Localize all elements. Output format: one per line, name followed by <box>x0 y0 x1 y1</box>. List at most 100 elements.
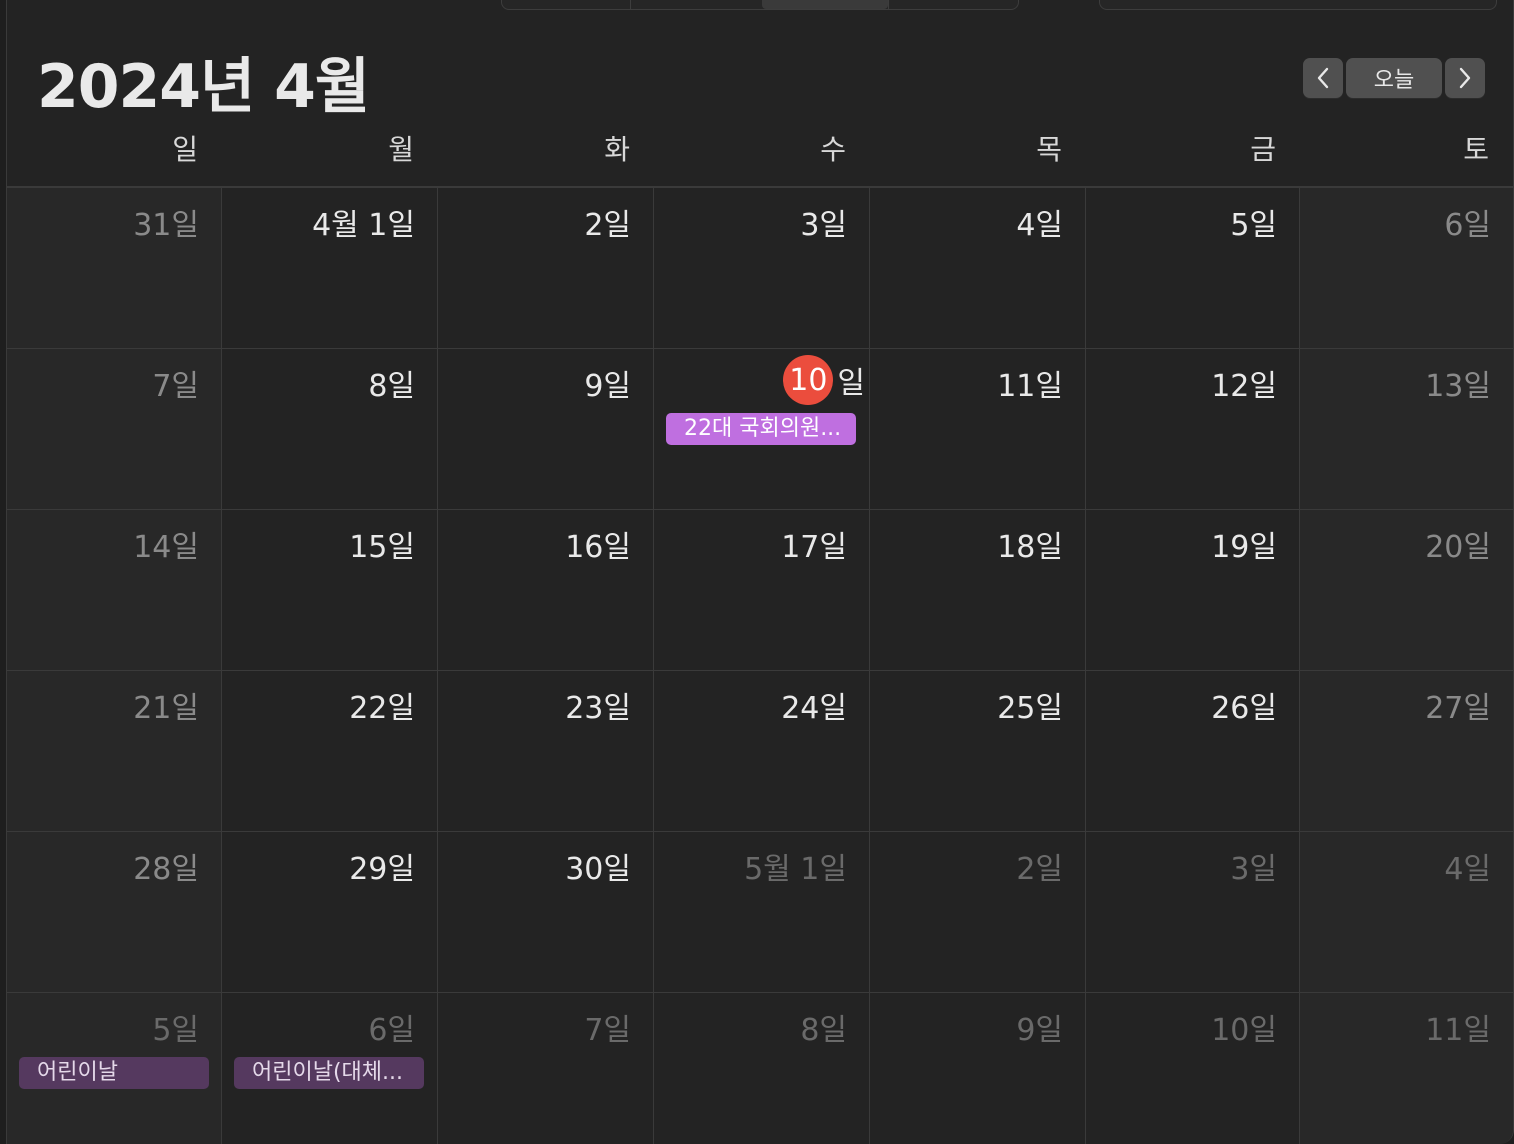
day-cell[interactable]: 23일 <box>438 671 654 831</box>
view-segmented-control[interactable] <box>501 0 1019 10</box>
day-cell[interactable]: 22일 <box>222 671 438 831</box>
calendar-event[interactable]: 어린이날(대체... <box>234 1057 424 1089</box>
day-number: 18일 <box>997 530 1063 565</box>
day-number: 4일 <box>1444 852 1491 887</box>
day-cell[interactable]: 29일 <box>222 832 438 992</box>
day-number: 27일 <box>1425 691 1491 726</box>
day-number: 9일 <box>1016 1013 1063 1048</box>
calendar-event[interactable]: 22대 국회의원... <box>666 413 856 445</box>
day-number: 23일 <box>565 691 631 726</box>
day-number: 3일 <box>800 208 847 243</box>
day-number: 21일 <box>133 691 199 726</box>
day-cell[interactable]: 2일 <box>870 832 1086 992</box>
segment-month-active[interactable] <box>762 0 888 9</box>
chevron-right-icon <box>1459 67 1471 89</box>
day-cell[interactable]: 30일 <box>438 832 654 992</box>
month-navigation: 오늘 <box>1303 58 1485 98</box>
day-number: 12일 <box>1211 369 1277 404</box>
weekday-label: 수 <box>820 133 846 166</box>
chevron-left-icon <box>1317 67 1329 89</box>
week-row: 14일 15일 16일 17일 18일 19일 20일 <box>7 510 1513 671</box>
today-indicator: 10 <box>783 355 834 405</box>
day-number: 14일 <box>133 530 199 565</box>
day-number: 24일 <box>781 691 847 726</box>
day-cell[interactable]: 20일 <box>1300 510 1513 670</box>
segment-divider <box>630 0 631 9</box>
day-number: 5일 <box>152 1013 199 1048</box>
day-number: 15일 <box>349 530 415 565</box>
day-cell[interactable]: 11일 <box>870 349 1086 509</box>
day-cell[interactable]: 3일 <box>654 188 870 348</box>
day-cell[interactable]: 4월 1일 <box>222 188 438 348</box>
day-cell[interactable]: 12일 <box>1086 349 1300 509</box>
day-cell[interactable]: 6일 <box>1300 188 1513 348</box>
day-cell[interactable]: 9일 <box>438 349 654 509</box>
day-cell[interactable]: 13일 <box>1300 349 1513 509</box>
day-number: 3일 <box>1230 852 1277 887</box>
day-cell[interactable]: 8일 <box>654 993 870 1144</box>
day-cell[interactable]: 9일 <box>870 993 1086 1144</box>
day-number: 13일 <box>1425 369 1491 404</box>
day-cell[interactable]: 18일 <box>870 510 1086 670</box>
week-row: 31일 4월 1일 2일 3일 4일 5일 6일 <box>7 188 1513 349</box>
day-number: 7일 <box>584 1013 631 1048</box>
day-cell[interactable]: 11일 <box>1300 993 1513 1144</box>
day-suffix: 일 <box>837 366 865 401</box>
calendar-event[interactable]: 어린이날 <box>19 1057 209 1089</box>
month-title: 2024년 4월 <box>37 52 370 122</box>
day-cell[interactable]: 26일 <box>1086 671 1300 831</box>
day-cell[interactable]: 6일 어린이날(대체... <box>222 993 438 1144</box>
day-cell[interactable]: 5일 <box>1086 188 1300 348</box>
day-cell[interactable]: 2일 <box>438 188 654 348</box>
day-cell[interactable]: 10일 <box>1086 993 1300 1144</box>
today-date: 10 일 <box>783 355 865 405</box>
day-cell[interactable]: 17일 <box>654 510 870 670</box>
month-grid: 31일 4월 1일 2일 3일 4일 5일 6일 7일 8일 9일 10 일 22대 국회의원... 11… <box>7 186 1513 1144</box>
weekday-label: 금 <box>1250 133 1276 166</box>
day-cell[interactable]: 4일 <box>1300 832 1513 992</box>
weekday-label: 월 <box>388 133 414 166</box>
day-number: 22일 <box>349 691 415 726</box>
day-cell[interactable]: 28일 <box>7 832 222 992</box>
weekday-label: 화 <box>604 133 630 166</box>
day-cell[interactable]: 31일 <box>7 188 222 348</box>
day-cell[interactable]: 4일 <box>870 188 1086 348</box>
week-row: 28일 29일 30일 5월 1일 2일 3일 4일 <box>7 832 1513 993</box>
search-field[interactable] <box>1099 0 1497 10</box>
day-cell[interactable]: 16일 <box>438 510 654 670</box>
day-cell[interactable]: 5월 1일 <box>654 832 870 992</box>
day-number: 28일 <box>133 852 199 887</box>
day-number: 5일 <box>1230 208 1277 243</box>
day-number: 10일 <box>1211 1013 1277 1048</box>
day-number: 9일 <box>584 369 631 404</box>
today-button[interactable]: 오늘 <box>1346 58 1442 98</box>
week-row: 7일 8일 9일 10 일 22대 국회의원... 11일 12일 13일 <box>7 349 1513 510</box>
day-cell[interactable]: 15일 <box>222 510 438 670</box>
day-cell[interactable]: 27일 <box>1300 671 1513 831</box>
day-number: 4월 1일 <box>312 208 415 243</box>
day-cell[interactable]: 8일 <box>222 349 438 509</box>
day-number: 20일 <box>1425 530 1491 565</box>
day-number: 8일 <box>368 369 415 404</box>
day-number: 7일 <box>152 369 199 404</box>
day-number: 2일 <box>584 208 631 243</box>
day-cell[interactable]: 14일 <box>7 510 222 670</box>
day-cell[interactable]: 25일 <box>870 671 1086 831</box>
day-number: 8일 <box>800 1013 847 1048</box>
day-cell[interactable]: 10 일 22대 국회의원... <box>654 349 870 509</box>
day-cell[interactable]: 21일 <box>7 671 222 831</box>
day-cell[interactable]: 19일 <box>1086 510 1300 670</box>
day-number: 19일 <box>1211 530 1277 565</box>
week-row: 5일 어린이날 6일 어린이날(대체... 7일 8일 9일 10일 11일 <box>7 993 1513 1144</box>
day-number: 30일 <box>565 852 631 887</box>
day-number: 6일 <box>1444 208 1491 243</box>
day-cell[interactable]: 7일 <box>438 993 654 1144</box>
day-cell[interactable]: 3일 <box>1086 832 1300 992</box>
day-cell[interactable]: 24일 <box>654 671 870 831</box>
prev-month-button[interactable] <box>1303 58 1343 98</box>
next-month-button[interactable] <box>1445 58 1485 98</box>
day-number: 4일 <box>1016 208 1063 243</box>
day-cell[interactable]: 7일 <box>7 349 222 509</box>
